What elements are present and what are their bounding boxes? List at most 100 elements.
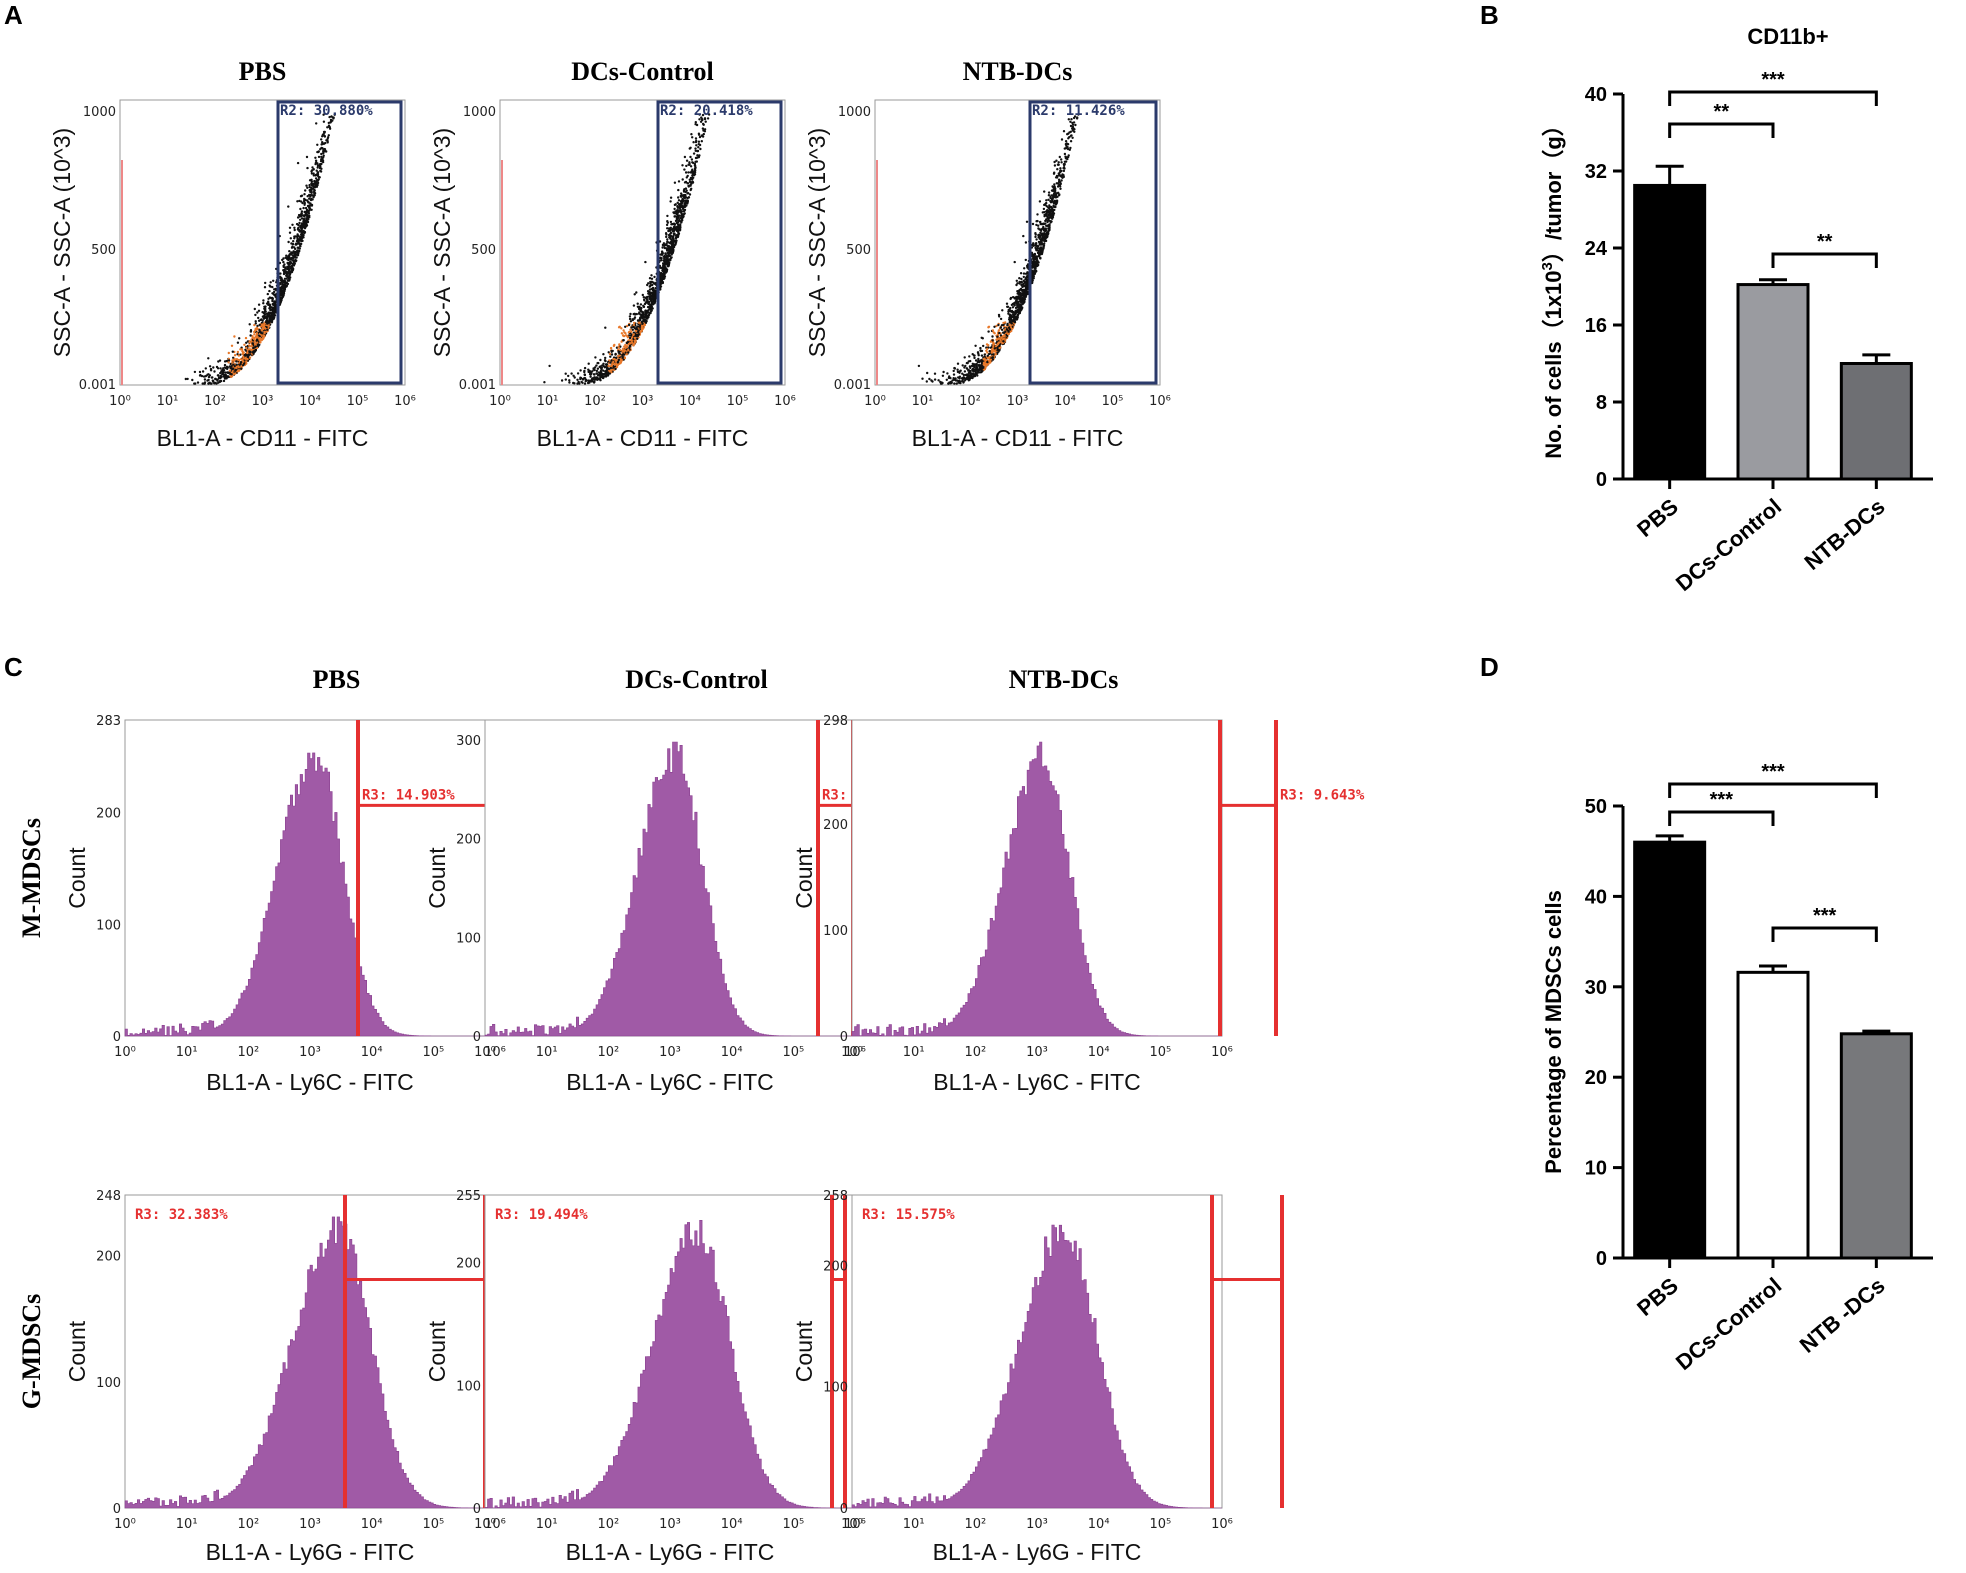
scatter-dot (281, 258, 284, 262)
scatter-dot (285, 254, 288, 257)
significance-stars: *** (1761, 761, 1785, 783)
scatter-dot (677, 199, 681, 202)
scatter-y-tick: 1000 (83, 105, 116, 120)
scatter-dot (1071, 127, 1074, 130)
scatter-dot (1062, 169, 1066, 173)
histogram-x-tick: 10² (237, 1517, 259, 1532)
scatter-dot (226, 367, 229, 371)
scatter-dot (690, 177, 693, 181)
scatter-dot (605, 369, 608, 372)
scatter-dot-core (633, 321, 636, 325)
scatter-dot-core (244, 356, 247, 360)
scatter-x-tick: 10⁴ (1054, 394, 1076, 409)
histogram-x-tick: 10³ (659, 1517, 681, 1532)
scatter-dot (1053, 164, 1057, 167)
scatter-dot (203, 378, 207, 381)
scatter-dot (694, 166, 697, 169)
scatter-dot (1022, 267, 1026, 270)
scatter-dot (317, 150, 320, 153)
scatter-dot (254, 348, 258, 352)
scatter-dot (669, 258, 672, 262)
scatter-dot (684, 199, 688, 202)
scatter-dot (293, 250, 297, 254)
histogram-x-tick: 10⁵ (1149, 1517, 1171, 1532)
scatter-dots (184, 113, 336, 385)
histogram-y-tick: 200 (823, 818, 848, 833)
scatter-dot (302, 234, 305, 237)
scatter-dot (248, 323, 251, 326)
scatter-dot (1021, 285, 1024, 289)
scatter-dot-core (995, 338, 998, 341)
scatter-dot (603, 359, 607, 362)
scatter-dot (649, 281, 653, 284)
scatter-dot (225, 365, 229, 368)
scatter-dot (282, 264, 285, 268)
bar-y-tick: 0 (1596, 469, 1607, 491)
scatter-dot (1005, 328, 1009, 331)
scatter-dot (548, 364, 551, 368)
scatter-dot (1018, 277, 1021, 280)
scatter-dot (293, 226, 296, 229)
scatter-dot (661, 246, 664, 249)
scatter-dot (964, 378, 967, 381)
scatter-dot (604, 326, 607, 329)
scatter-dot (665, 223, 669, 227)
scatter-dot (307, 212, 311, 215)
scatter-dot (996, 335, 999, 338)
scatter-dot-core (262, 325, 265, 328)
scatter-dot (976, 351, 980, 354)
scatter-dot (297, 213, 301, 217)
scatter-dot (603, 366, 606, 369)
scatter-dot (300, 194, 304, 197)
histogram-x-tick: 10³ (659, 1045, 681, 1060)
scatter-dot (209, 367, 213, 371)
scatter-dot (1006, 322, 1009, 326)
scatter-dot (316, 179, 320, 182)
scatter-dot-core (627, 348, 630, 352)
scatter-dot-core (233, 357, 236, 361)
scatter-dot (262, 302, 265, 305)
scatter-dot (1051, 213, 1054, 216)
scatter-dot (292, 254, 295, 257)
scatter-dot (1004, 330, 1007, 333)
scatter-dot (317, 155, 321, 159)
scatter-dot (1053, 171, 1056, 174)
scatter-dot (596, 361, 599, 365)
scatter-dot-core (1004, 321, 1007, 324)
scatter-dot-core (987, 356, 990, 360)
scatter-dot (1001, 309, 1004, 312)
scatter-dot (956, 370, 960, 374)
scatter-dot (1026, 271, 1029, 274)
scatter-dot-core (607, 364, 610, 368)
scatter-dot (641, 293, 644, 297)
scatter-dot (971, 362, 974, 365)
scatter-dot (213, 381, 217, 385)
scatter-dot (226, 376, 229, 379)
bar-category-label: DCs-Control (1671, 494, 1786, 596)
scatter-dot (298, 221, 301, 225)
scatter-dot (969, 366, 972, 370)
scatter-dot (661, 252, 664, 255)
histogram-y-tick: 100 (96, 1376, 121, 1391)
scatter-dot (258, 323, 261, 327)
scatter-dot (660, 271, 663, 275)
histogram-y-tick: 0 (113, 1502, 121, 1517)
scatter-dot (636, 337, 639, 340)
scatter-dot (957, 381, 960, 384)
scatter-dot-core (622, 350, 626, 353)
scatter-dot (304, 206, 308, 210)
scatter-dot (666, 221, 669, 224)
scatter-dot (265, 315, 269, 318)
scatter-dot (669, 232, 672, 235)
histogram-y-label: Count (424, 1320, 450, 1382)
significance-stars: ** (1817, 231, 1833, 253)
scatter-dot (1057, 178, 1061, 181)
scatter-dot (696, 149, 700, 153)
bar-3 (1839, 362, 1913, 481)
scatter-dot (321, 147, 324, 150)
histogram-gate-label: R3: 9.643% (1280, 787, 1365, 803)
scatter-dot (301, 201, 304, 205)
scatter-dot (663, 263, 667, 266)
scatter-dot (256, 311, 259, 314)
scatter-dot (292, 264, 296, 267)
